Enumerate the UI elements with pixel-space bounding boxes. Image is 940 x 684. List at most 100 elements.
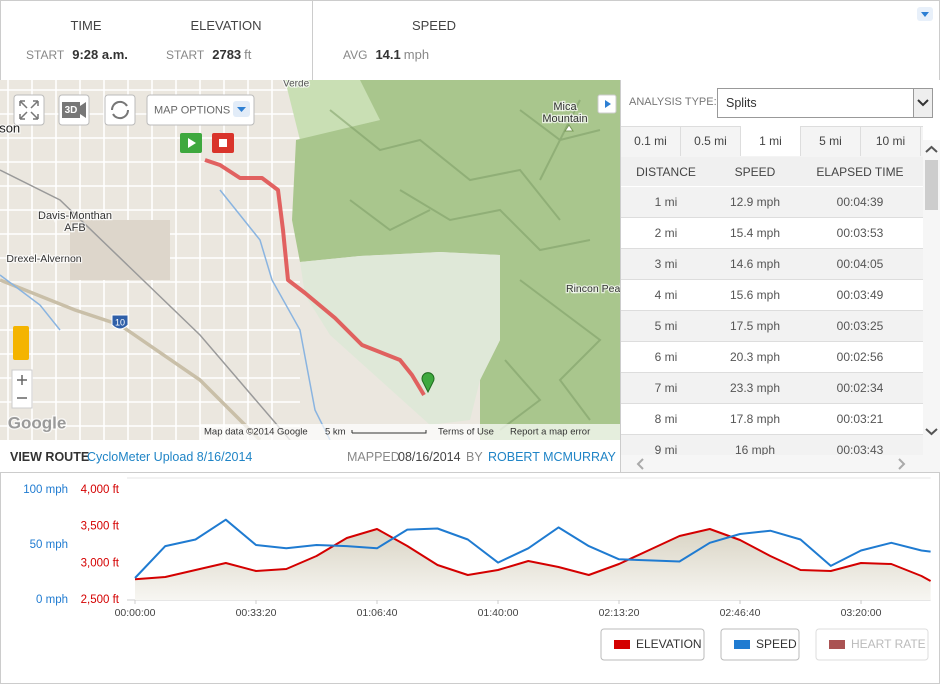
map-label: Verde bbox=[283, 80, 310, 90]
stat-sub: START bbox=[166, 48, 205, 62]
map-label: Google bbox=[8, 413, 67, 432]
x-tick-label: 01:40:00 bbox=[478, 607, 519, 619]
column-header: DISTANCE bbox=[636, 165, 696, 179]
ridges bbox=[329, 99, 602, 431]
stat-row: AVG 14.1 mph bbox=[343, 46, 429, 64]
analysis-select[interactable]: Splits bbox=[717, 88, 933, 118]
map-label: Davis-Monthan bbox=[38, 210, 112, 222]
split-cell: 17.5 mph bbox=[729, 319, 781, 333]
map-attribution: Map data ©2014 Google bbox=[204, 427, 308, 438]
legend-swatch bbox=[614, 640, 630, 649]
split-cell: 12.9 mph bbox=[729, 195, 781, 209]
split-row: 1 mi 12.9 mph 00:04:39 bbox=[621, 187, 923, 218]
split-tab[interactable]: 0.5 mi bbox=[681, 126, 741, 156]
legend-swatch bbox=[829, 640, 845, 649]
split-row: 6 mi 20.3 mph 00:02:56 bbox=[621, 342, 923, 373]
split-cell: 15.6 mph bbox=[729, 288, 781, 302]
y-tick-label: 3,000 ft bbox=[81, 557, 120, 569]
peak-icon bbox=[564, 124, 574, 132]
route-label: VIEW ROUTE bbox=[10, 450, 90, 464]
legend-label: ELEVATION bbox=[636, 637, 702, 651]
y-tick-label: 3,500 ft bbox=[81, 521, 120, 533]
x-tick-label: 00:00:00 bbox=[115, 607, 156, 619]
split-cell: 00:03:53 bbox=[836, 226, 884, 240]
split-tab[interactable]: 1 mi bbox=[741, 126, 801, 156]
stat-value: 14.1 bbox=[375, 47, 401, 62]
stat-value: 9:28 a.m. bbox=[72, 47, 128, 62]
y-tick-label: 4,000 ft bbox=[81, 484, 120, 496]
split-tab[interactable]: 0.1 mi bbox=[621, 126, 681, 156]
route-line bbox=[204, 158, 426, 397]
split-cell: 9 mi bbox=[654, 443, 678, 457]
split-tab[interactable]: 10 mi bbox=[861, 126, 921, 156]
split-cell: 16 mph bbox=[734, 443, 776, 457]
y-tick-label: 50 mph bbox=[30, 539, 68, 551]
series-line bbox=[134, 518, 931, 579]
stat-row: START 9:28 a.m. bbox=[26, 46, 128, 64]
split-cell: 00:02:34 bbox=[836, 381, 884, 395]
split-row: 8 mi 17.8 mph 00:03:21 bbox=[621, 404, 923, 435]
split-cell: 00:03:25 bbox=[836, 319, 884, 333]
map-options-button[interactable] bbox=[146, 94, 255, 126]
column-header: ELAPSED TIME bbox=[816, 165, 904, 179]
split-row: 2 mi 15.4 mph 00:03:53 bbox=[621, 218, 923, 249]
map-attribution[interactable]: Terms of Use bbox=[438, 427, 494, 438]
x-tick-label: 02:13:20 bbox=[599, 607, 640, 619]
stat-unit: mph bbox=[403, 47, 430, 62]
split-cell: 20.3 mph bbox=[729, 350, 781, 364]
split-cell: 6 mi bbox=[654, 350, 678, 364]
collapse-toggle[interactable] bbox=[916, 6, 934, 22]
split-cell: 5 mi bbox=[654, 319, 678, 333]
map-label: Mountain bbox=[542, 113, 587, 125]
x-tick-label: 02:46:40 bbox=[720, 607, 761, 619]
split-cell: 17.8 mph bbox=[729, 412, 781, 426]
stat-sub: AVG bbox=[343, 48, 368, 62]
table-header-bg bbox=[621, 157, 923, 186]
splits-panel: ANALYSIS TYPE: Splits 0.1 mi 0.5 mi 1 mi 5 mi… bbox=[620, 80, 940, 472]
stat-label: ELEVATION bbox=[190, 18, 262, 33]
split-cell: 23.3 mph bbox=[729, 381, 781, 395]
route-date: 08/16/2014 bbox=[398, 450, 461, 464]
rotate-button[interactable] bbox=[104, 94, 136, 126]
stats-header: TIME START 9:28 a.m. ELEVATION START 2783 ft SP… bbox=[0, 0, 940, 81]
y-tick-label: 2,500 ft bbox=[81, 594, 120, 606]
map-attribution[interactable]: Report a map error bbox=[510, 427, 590, 438]
analysis-label: ANALYSIS TYPE: bbox=[629, 96, 717, 108]
scrollbar[interactable] bbox=[923, 140, 940, 455]
route-author[interactable]: ROBERT MCMURRAY bbox=[488, 450, 616, 464]
split-row: 3 mi 14.6 mph 00:04:05 bbox=[621, 249, 923, 280]
h-scrollbar[interactable] bbox=[621, 455, 940, 472]
route-bar: VIEW ROUTE CycloMeter Upload 8/16/2014 MAP… bbox=[0, 440, 619, 472]
afb-area bbox=[70, 220, 170, 280]
split-cell: 00:04:39 bbox=[836, 195, 884, 209]
legend-button[interactable] bbox=[815, 628, 929, 661]
3d-label: 3D bbox=[65, 105, 78, 116]
street-view-pegman[interactable] bbox=[13, 326, 29, 360]
valley bbox=[300, 252, 500, 425]
park bbox=[285, 80, 380, 140]
split-tab[interactable]: 5 mi bbox=[801, 126, 861, 156]
analysis-value: Splits bbox=[726, 96, 757, 110]
legend-button[interactable] bbox=[600, 628, 705, 661]
route-by: BY bbox=[466, 450, 483, 464]
split-cell: 1 mi bbox=[654, 195, 678, 209]
interstate-shield bbox=[111, 314, 129, 330]
map-controls: 3D MAP OPTIONS bbox=[11, 94, 620, 440]
route-name[interactable]: CycloMeter Upload 8/16/2014 bbox=[87, 450, 253, 464]
map-label: Tucson bbox=[0, 120, 20, 135]
map-label: Rincon Peak bbox=[566, 283, 620, 295]
y-tick-label: 0 mph bbox=[36, 594, 68, 606]
map-options-label: MAP OPTIONS bbox=[154, 104, 230, 116]
stat-unit: ft bbox=[244, 47, 252, 62]
position-pin bbox=[421, 372, 435, 394]
legend-label: HEART RATE bbox=[851, 637, 926, 651]
railway bbox=[0, 169, 291, 440]
chart: 0 mph 50 mph 100 mph 2,500 ft 3,000 ft 3,500 … bbox=[0, 472, 940, 684]
legend-button[interactable] bbox=[720, 628, 800, 661]
split-row: 9 mi 16 mph 00:03:43 bbox=[621, 435, 923, 457]
table-body: 1 mi 12.9 mph 00:04:39 2 mi 15.4 mph 00:03:53… bbox=[621, 187, 923, 457]
stat-sub: START bbox=[26, 48, 65, 62]
split-cell: 7 mi bbox=[654, 381, 678, 395]
